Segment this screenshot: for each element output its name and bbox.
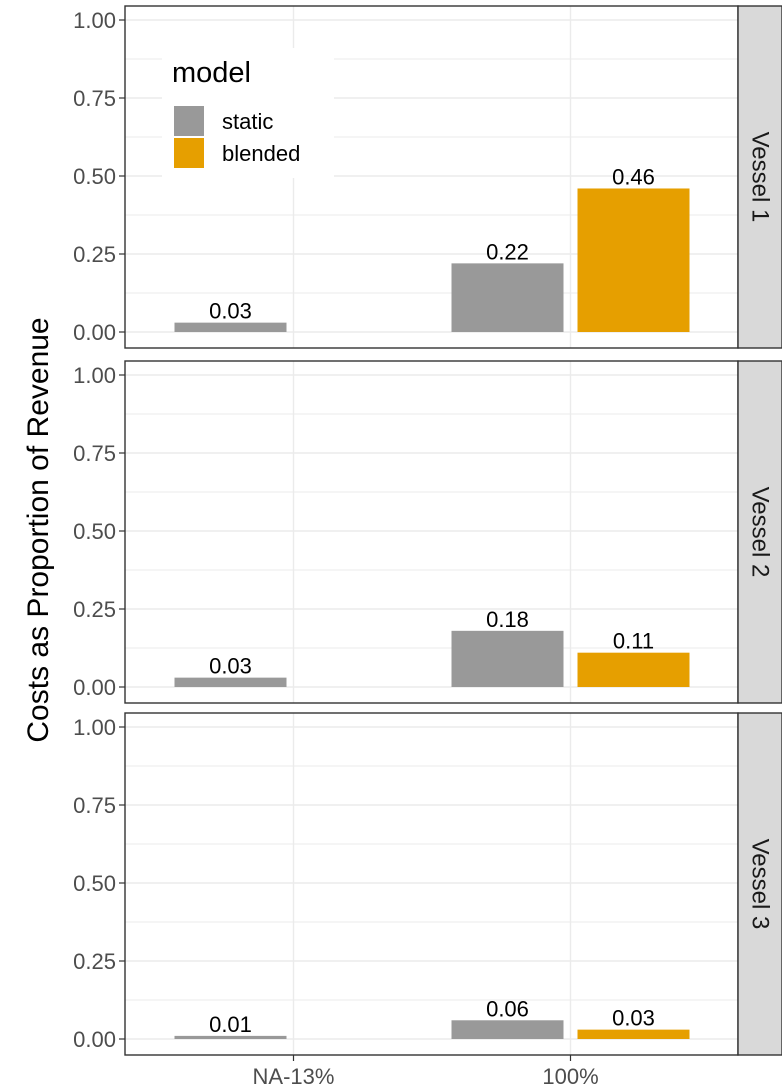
legend-title: model <box>172 57 251 89</box>
facet-strip <box>737 360 782 704</box>
panel-3: 0.00 0.25 0.50 0.75 1.00 0.01 0.06 0.03 Vessel 3 <box>73 712 782 1056</box>
y-tick-label: 0.75 <box>73 793 116 818</box>
panel-1: 0.00 0.25 0.50 0.75 1.00 0.03 0.22 0.46 Vessel 1 <box>73 5 782 349</box>
y-tick-label: 0.75 <box>73 441 116 466</box>
y-tick-label: 1.00 <box>73 8 116 33</box>
bar-value-label: 0.11 <box>613 629 654 654</box>
bar-value-label: 0.03 <box>612 1006 655 1031</box>
bar-value-label: 0.01 <box>209 1012 252 1037</box>
bar-static <box>451 1020 564 1039</box>
legend-label-blended: blended <box>222 141 300 166</box>
y-tick-label: 0.00 <box>73 675 116 700</box>
legend: model static blended <box>162 48 334 178</box>
x-tick-label: 100% <box>542 1064 598 1087</box>
panel-background <box>125 361 738 703</box>
legend-key-blended <box>174 138 204 168</box>
y-tick-label: 0.50 <box>73 164 116 189</box>
y-tick-label: 0.50 <box>73 871 116 896</box>
bar-static <box>174 322 287 332</box>
legend-key-static <box>174 106 204 136</box>
panel-background <box>125 713 738 1055</box>
y-tick-label: 0.25 <box>73 242 116 267</box>
y-axis-title: Costs as Proportion of Revenue <box>22 317 55 742</box>
y-tick-label: 0.25 <box>73 597 116 622</box>
y-tick-label: 0.50 <box>73 519 116 544</box>
y-tick-label: 0.75 <box>73 86 116 111</box>
bar-value-label: 0.18 <box>486 607 529 632</box>
bar-blended <box>577 1029 690 1039</box>
bar-value-label: 0.03 <box>209 654 252 679</box>
bar-value-label: 0.06 <box>486 996 529 1021</box>
facet-strip-label: Vessel 3 <box>747 839 774 930</box>
legend-label-static: static <box>222 109 273 134</box>
x-tick-label: NA-13% <box>253 1064 335 1087</box>
facet-strip-label: Vessel 2 <box>747 487 774 578</box>
bar-blended <box>577 188 690 332</box>
y-tick-label: 0.00 <box>73 1027 116 1052</box>
bar-static <box>451 630 564 687</box>
bar-static <box>451 263 564 332</box>
bar-value-label: 0.03 <box>209 299 252 324</box>
facet-strip <box>737 712 782 1056</box>
bar-blended <box>577 652 690 687</box>
bar-value-label: 0.22 <box>486 239 529 264</box>
facet-strip-label: Vessel 1 <box>747 132 774 223</box>
bar-value-label: 0.46 <box>612 164 655 189</box>
facet-strip <box>737 5 782 349</box>
y-tick-label: 0.00 <box>73 320 116 345</box>
bar-static <box>174 1035 287 1039</box>
bar-static <box>174 677 287 687</box>
panel-2: 0.00 0.25 0.50 0.75 1.00 0.03 0.18 0.11 Vessel 2 <box>73 360 782 704</box>
y-tick-label: 1.00 <box>73 715 116 740</box>
y-tick-label: 1.00 <box>73 363 116 388</box>
y-tick-label: 0.25 <box>73 949 116 974</box>
